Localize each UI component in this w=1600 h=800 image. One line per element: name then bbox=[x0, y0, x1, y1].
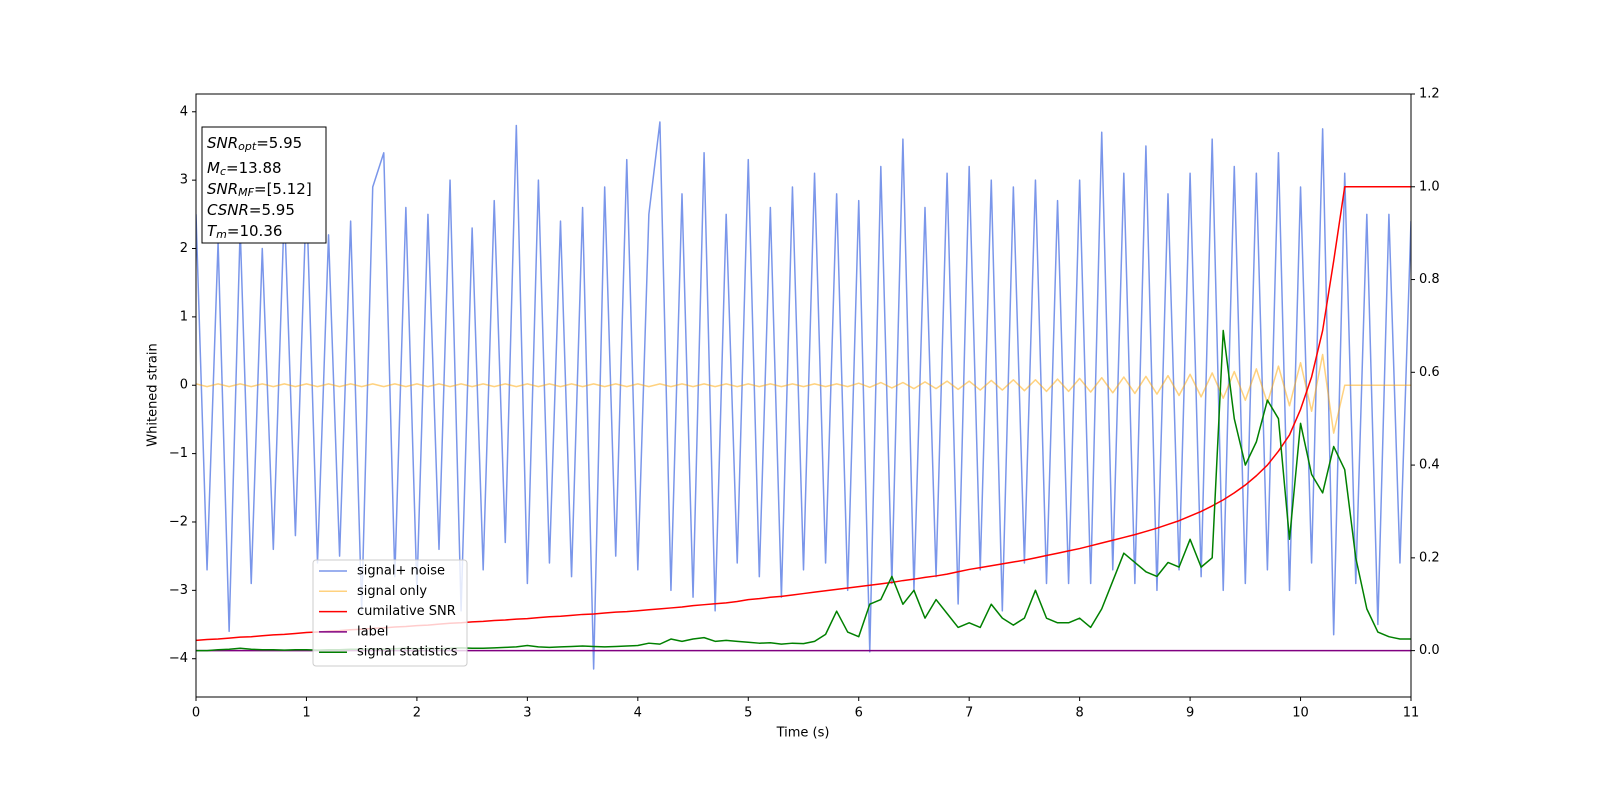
annotation-base: M bbox=[207, 159, 220, 177]
annotation-sub: opt bbox=[238, 140, 257, 153]
y-tick-label: −1 bbox=[169, 446, 188, 461]
x-tick-label: 0 bbox=[192, 706, 200, 721]
x-tick-label: 6 bbox=[855, 706, 863, 721]
series-line bbox=[196, 353, 1411, 434]
annotation-frame bbox=[201, 126, 327, 244]
y2-tick-label: 1.2 bbox=[1419, 87, 1440, 102]
y-tick-label: 4 bbox=[180, 104, 188, 119]
y2-tick-label: 0.2 bbox=[1419, 550, 1440, 565]
x-tick-label: 5 bbox=[744, 706, 752, 721]
x-tick-label: 2 bbox=[413, 706, 421, 721]
y2-tick-label: 0.4 bbox=[1419, 458, 1440, 473]
series-line bbox=[196, 121, 1411, 670]
annotation-sub: m bbox=[216, 228, 227, 241]
annotation-base: T bbox=[207, 222, 218, 240]
legend-label: label bbox=[357, 624, 388, 639]
y-tick-label: 0 bbox=[180, 378, 188, 393]
legend: signal+ noise signal only cumilative SNR la… bbox=[312, 559, 468, 667]
annotation-rest: =13.88 bbox=[226, 159, 282, 177]
y-axis-label: Whitened strain bbox=[146, 343, 161, 446]
axes-frame bbox=[195, 93, 1412, 698]
annotation: Tm=10.36 bbox=[207, 222, 282, 242]
y-tick-label: 2 bbox=[180, 241, 188, 256]
annotation-sub: c bbox=[220, 165, 226, 178]
x-tick-label: 11 bbox=[1403, 706, 1420, 721]
x-tick-label: 7 bbox=[965, 706, 973, 721]
annotation-rest: =5.95 bbox=[249, 201, 295, 219]
x-tick-label: 4 bbox=[634, 706, 642, 721]
annotation-base: SNR bbox=[207, 134, 238, 152]
y2-tick-label: 0.0 bbox=[1419, 643, 1440, 658]
annotation: SNRMF=[5.12] bbox=[207, 180, 312, 200]
y2-tick-label: 0.6 bbox=[1419, 365, 1440, 380]
legend-label: cumilative SNR bbox=[357, 604, 456, 619]
x-tick-label: 3 bbox=[523, 706, 531, 721]
legend-frame bbox=[312, 559, 468, 667]
annotation-base: SNR bbox=[207, 180, 238, 198]
y-tick-label: 3 bbox=[180, 173, 188, 188]
annotation: Mc=13.88 bbox=[207, 159, 282, 179]
y2-tick-label: 0.8 bbox=[1419, 272, 1440, 287]
annotation-rest: =5.95 bbox=[256, 134, 302, 152]
x-tick-label: 10 bbox=[1292, 706, 1309, 721]
annotation-rest: =[5.12] bbox=[254, 180, 312, 198]
x-tick-label: 1 bbox=[302, 706, 310, 721]
x-tick-label: 8 bbox=[1075, 706, 1083, 721]
annotation-sub: MF bbox=[238, 186, 254, 199]
annotation: CSNR=5.95 bbox=[207, 201, 295, 219]
annotation-rest: =10.36 bbox=[227, 222, 283, 240]
y-tick-label: −4 bbox=[169, 651, 188, 666]
annotation-base: CSNR bbox=[207, 201, 249, 219]
annotation: SNRopt=5.95 bbox=[207, 134, 302, 154]
y-tick-label: 1 bbox=[180, 309, 188, 324]
y-tick-label: −3 bbox=[169, 583, 188, 598]
annotation-box: SNRopt=5.95Mc=13.88SNRMF=[5.12]CSNR=5.95… bbox=[201, 126, 327, 244]
x-axis-label: Time (s) bbox=[776, 726, 830, 741]
x-tick-label: 9 bbox=[1186, 706, 1194, 721]
legend-label: signal+ noise bbox=[357, 564, 445, 579]
y2-tick-label: 1.0 bbox=[1419, 179, 1440, 194]
y-tick-label: −2 bbox=[169, 514, 188, 529]
legend-label: signal statistics bbox=[357, 645, 458, 660]
legend-label: signal only bbox=[357, 584, 427, 599]
